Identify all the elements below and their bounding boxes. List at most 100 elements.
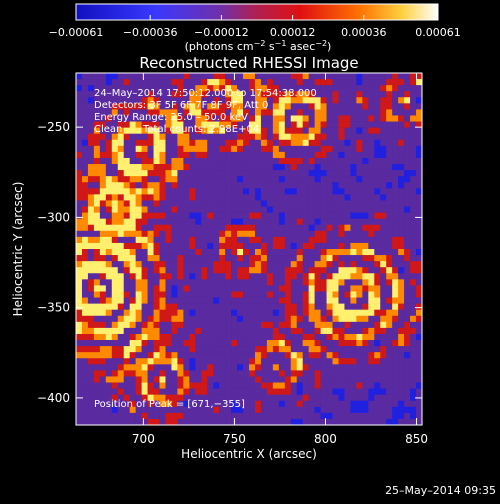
heatmap-cell — [147, 388, 154, 395]
heatmap-cell — [237, 400, 244, 408]
heatmap-cell — [350, 346, 357, 353]
heatmap-cell — [99, 249, 107, 256]
heatmap-cell — [225, 273, 232, 280]
heatmap-cell — [356, 261, 363, 268]
heatmap-cell — [201, 321, 208, 329]
heatmap-cell — [290, 261, 298, 268]
heatmap-cell — [374, 394, 381, 402]
heatmap-cell — [386, 170, 393, 177]
heatmap-cell — [225, 418, 232, 425]
heatmap-cell — [207, 200, 214, 207]
heatmap-cell — [254, 218, 262, 226]
heatmap-cell — [266, 388, 274, 395]
heatmap-cell — [219, 370, 226, 377]
heatmap-cell — [344, 261, 351, 268]
heatmap-cell — [260, 309, 268, 317]
heatmap-cell — [165, 358, 172, 365]
heatmap-cell — [368, 206, 375, 213]
heatmap-cell — [153, 249, 160, 256]
heatmap-cell — [99, 418, 107, 425]
heatmap-cell — [237, 176, 244, 183]
heatmap-cell — [135, 418, 142, 425]
heatmap-cell — [237, 412, 244, 420]
heatmap-cell — [356, 400, 363, 408]
heatmap-cell — [81, 79, 89, 86]
heatmap-cell — [123, 412, 130, 420]
heatmap-cell — [105, 200, 113, 207]
heatmap-cell — [332, 255, 339, 262]
heatmap-cell — [320, 200, 327, 207]
annotation-detectors: Detectors: 3F 5F 6F 7F 8F 9F, Att 0 — [94, 100, 268, 111]
heatmap-cell — [111, 394, 119, 402]
heatmap-cell — [260, 370, 268, 377]
heatmap-cell — [195, 376, 202, 383]
heatmap-cell — [93, 309, 101, 317]
heatmap-cell — [135, 400, 142, 408]
heatmap-cell — [404, 79, 411, 86]
heatmap-cell — [249, 188, 256, 195]
heatmap-cell — [296, 340, 303, 347]
heatmap-cell — [111, 285, 119, 292]
heatmap-cell — [189, 97, 196, 104]
heatmap-cell — [272, 224, 280, 232]
heatmap-cell — [260, 346, 268, 353]
heatmap-cell — [123, 249, 130, 256]
heatmap-cell — [129, 340, 136, 347]
heatmap-cell — [290, 333, 298, 341]
heatmap-cell — [225, 164, 232, 171]
heatmap-cell — [201, 333, 208, 341]
heatmap-cell — [76, 249, 83, 256]
heatmap-cell — [153, 412, 160, 420]
heatmap-cell — [141, 139, 148, 147]
heatmap-cell — [314, 121, 321, 128]
heatmap-cell — [368, 346, 375, 353]
heatmap-cell — [135, 406, 142, 414]
heatmap-cell — [123, 109, 130, 116]
heatmap-cell — [159, 230, 166, 238]
heatmap-cell — [266, 176, 274, 183]
heatmap-cell — [380, 279, 387, 286]
heatmap-cell — [374, 388, 381, 395]
heatmap-cell — [237, 364, 244, 371]
heatmap-cell — [171, 333, 178, 341]
heatmap-cell — [189, 340, 196, 347]
heatmap-cell — [410, 340, 417, 347]
heatmap-cell — [81, 170, 89, 177]
heatmap-cell — [254, 340, 262, 347]
heatmap-cell — [141, 121, 148, 128]
heatmap-cell — [356, 340, 363, 347]
heatmap-cell — [344, 230, 351, 238]
heatmap-cell — [374, 412, 381, 420]
heatmap-cell — [111, 370, 119, 377]
heatmap-cell — [272, 333, 280, 341]
heatmap-cell — [159, 327, 166, 335]
heatmap-cell — [392, 321, 399, 329]
heatmap-cell — [404, 321, 411, 329]
heatmap-cell — [189, 121, 196, 128]
heatmap-cell — [219, 121, 226, 128]
heatmap-cell — [386, 261, 393, 268]
heatmap-cell — [99, 170, 107, 177]
heatmap-cell — [320, 73, 327, 80]
heatmap-cell — [123, 315, 130, 323]
heatmap-cell — [105, 103, 113, 110]
heatmap-cell — [356, 145, 363, 153]
heatmap-cell — [314, 285, 321, 292]
heatmap-cell — [183, 164, 190, 171]
heatmap-cell — [344, 364, 351, 371]
heatmap-cell — [386, 109, 393, 116]
heatmap-cell — [368, 236, 375, 244]
heatmap-cell — [159, 382, 166, 389]
heatmap-cell — [195, 412, 202, 420]
heatmap-cell — [356, 249, 363, 256]
heatmap-cell — [219, 230, 226, 238]
heatmap-cell — [362, 224, 369, 232]
heatmap-cell — [195, 151, 202, 159]
heatmap-cell — [368, 364, 375, 371]
heatmap-cell — [93, 352, 101, 359]
heatmap-cell — [93, 97, 101, 104]
heatmap-cell — [111, 103, 119, 110]
heatmap-cell — [266, 394, 274, 402]
heatmap-cell — [213, 400, 220, 408]
heatmap-cell — [272, 170, 280, 177]
